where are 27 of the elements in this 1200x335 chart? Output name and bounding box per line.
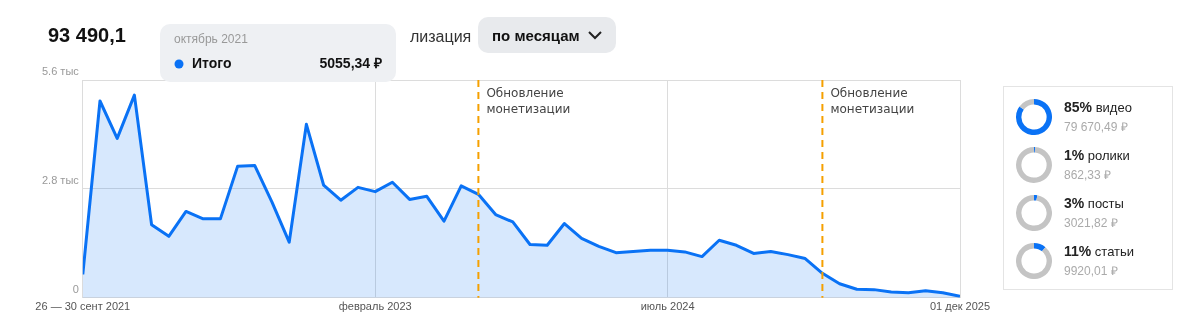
x-tick-label: февраль 2023 (338, 300, 412, 313)
data-label: 1% (1064, 147, 1085, 163)
y-tick-label: 0 (72, 282, 79, 295)
legend-label: Итого (192, 54, 232, 71)
y-tick-label: 5.6 тыс (42, 65, 80, 78)
data-label: 11% (1064, 243, 1092, 259)
chart-title: 93 490,1 (48, 24, 126, 47)
text: 9920,01 ₽ (1064, 263, 1119, 279)
category-label: статьи (1094, 244, 1135, 259)
data-label: 3% (1064, 195, 1085, 211)
data-label: 85% (1064, 99, 1093, 115)
text: 3021,82 ₽ (1064, 215, 1119, 231)
x-tick-label: 26 — 30 сент 2021 (35, 300, 131, 313)
period-dropdown: по месяцам (478, 17, 616, 53)
category-label: посты (1087, 196, 1124, 211)
text: лизация (410, 28, 472, 46)
x-tick-label: 01 дек 2025 (929, 300, 991, 313)
ref-line-label: Обновление монетизации (486, 86, 571, 117)
category-label: видео (1095, 100, 1132, 115)
text: 79 670,49 ₽ (1064, 119, 1129, 135)
y-tick-label: 2.8 тыс (42, 173, 80, 186)
text: октябрь 2021 (174, 32, 249, 47)
text: 5055,34 ₽ (319, 54, 382, 71)
x-tick-label: июль 2024 (640, 300, 695, 313)
category-label: ролики (1087, 148, 1130, 163)
ref-line-label: Обновление монетизации (830, 86, 915, 117)
text: 862,33 ₽ (1064, 167, 1113, 183)
